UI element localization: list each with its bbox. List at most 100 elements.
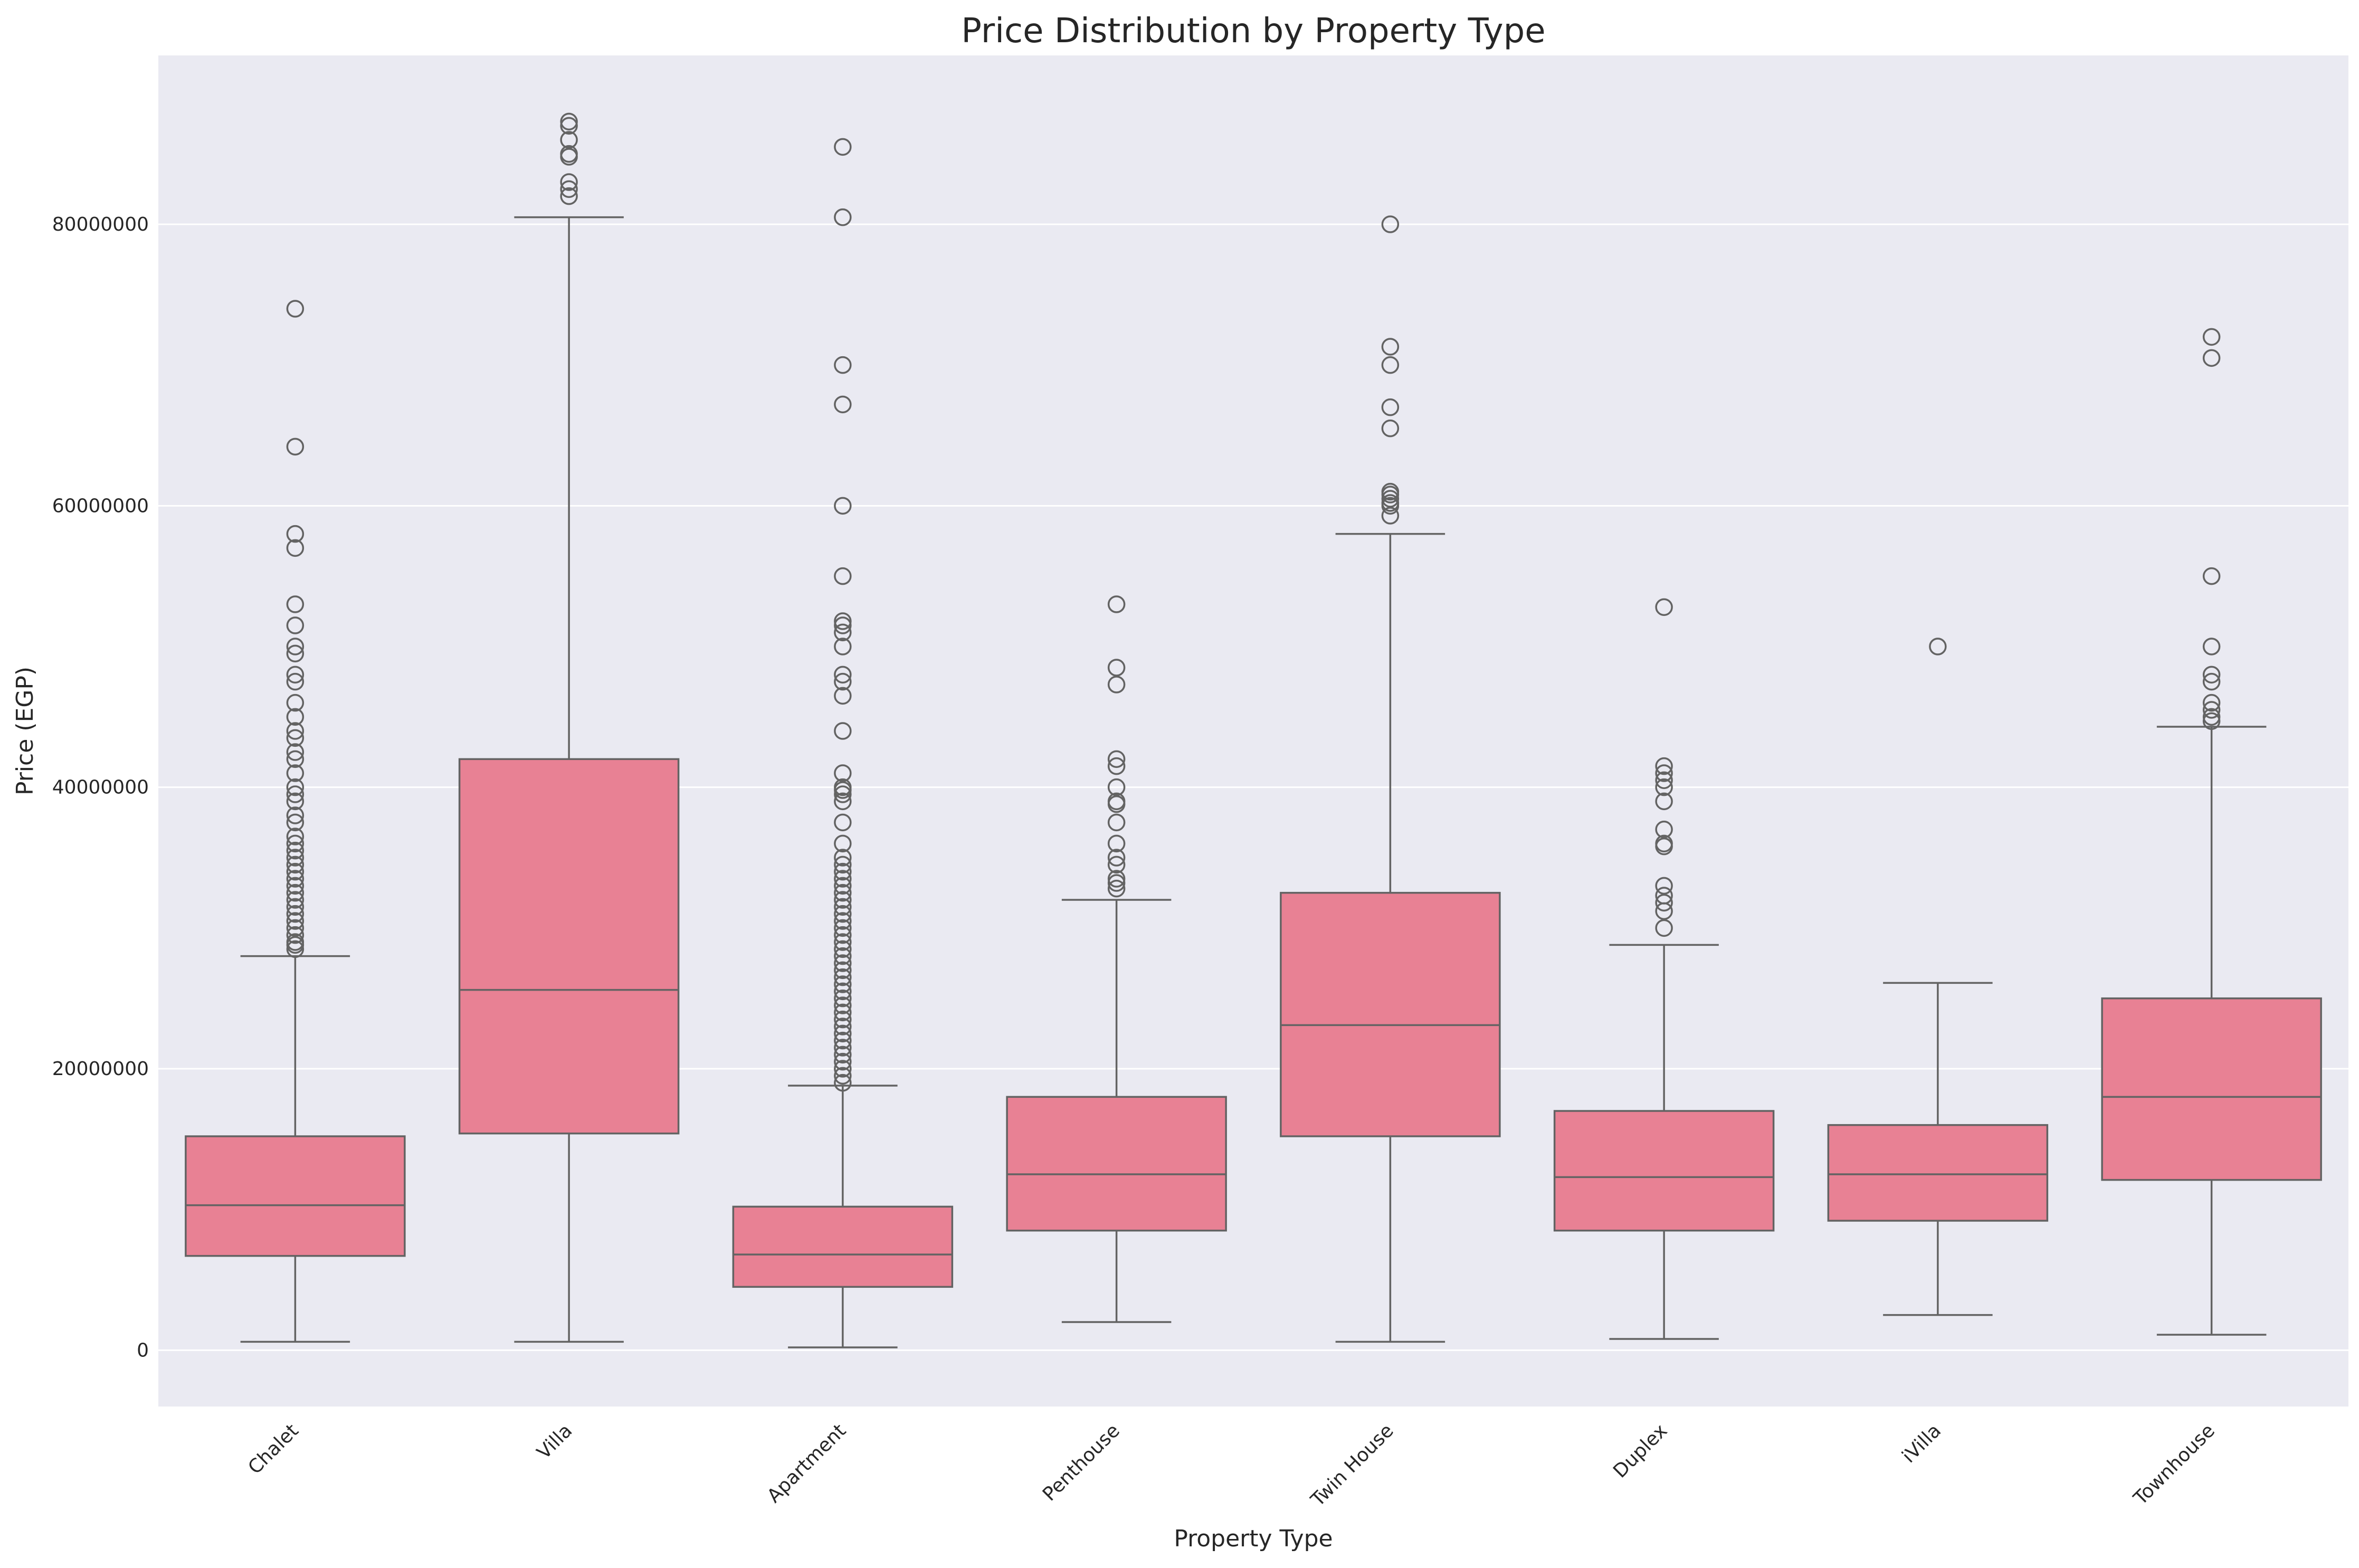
outlier-point [834,612,852,630]
outlier-point [834,567,852,585]
outlier-point [834,1003,852,1022]
outlier-point [1655,598,1673,616]
outlier-point [1107,750,1126,768]
outlier-point [1107,879,1126,898]
x-tick-label: Penthouse [1039,1420,1124,1505]
outlier-point [834,1060,852,1078]
outlier-point [560,112,578,131]
x-tick-label: Villa [533,1420,577,1464]
x-tick-label: Apartment [763,1420,850,1507]
outlier-point [560,131,578,149]
outlier-point [1107,676,1126,693]
outlier-point [286,891,305,909]
outlier-point [286,862,305,881]
outlier-point [1381,419,1400,438]
outlier-point [1381,398,1400,416]
outlier-point [1655,757,1673,775]
outlier-point [2202,567,2221,585]
outlier-point [834,856,852,874]
outlier-point [834,862,852,881]
outlier-point [1655,837,1673,856]
box-group-twin-house [1280,215,1501,1343]
outlier-point [560,173,578,191]
outlier-point [834,208,852,226]
outlier-point [834,1018,852,1035]
outlier-point [560,180,578,198]
outlier-point [834,687,852,705]
outlier-point [834,961,852,980]
outlier-point [1655,902,1673,920]
outlier-point [834,138,852,156]
outlier-point [1381,356,1400,374]
boxes [185,112,2322,1348]
outlier-point [1107,795,1126,813]
outlier-point [286,616,305,634]
y-tick-label: 80000000 [52,214,149,235]
outlier-point [834,1024,852,1043]
y-axis-label: Price (EGP) [12,667,39,795]
outlier-point [286,828,305,845]
outlier-point [286,729,305,747]
box-group-villa [458,112,680,1343]
outlier-point [1107,849,1126,867]
outlier-point [834,1052,852,1071]
outlier-point [286,785,305,803]
y-tick-label: 20000000 [52,1058,149,1080]
outlier-point [1107,874,1126,892]
outlier-point [834,616,852,634]
outlier-point [286,856,305,874]
outlier-point [834,926,852,944]
outlier-point [834,792,852,811]
outlier-point [286,595,305,613]
outlier-point [834,764,852,782]
outlier-point [834,870,852,888]
outlier-point [1929,638,1947,655]
outlier-point [834,1073,852,1092]
outlier-point [286,778,305,796]
outlier-point [286,672,305,691]
outlier-point [1107,856,1126,874]
outlier-point [834,849,852,867]
y-tick-label: 40000000 [52,777,149,799]
box-group-apartment [732,138,954,1348]
outlier-point [834,891,852,909]
x-tick-label: Duplex [1609,1420,1671,1482]
outlier-point [1655,877,1673,895]
iqr-box [458,758,680,1135]
outlier-point [286,525,305,543]
outlier-point [834,1039,852,1057]
outlier-point [2202,693,2221,712]
outlier-point [2202,701,2221,719]
outlier-point [1655,764,1673,782]
iqr-box [732,1205,954,1288]
x-tick-label: Twin House [1307,1420,1398,1511]
outlier-point [1655,771,1673,790]
box-group-chalet [185,300,406,1343]
outlier-point [286,792,305,811]
outlier-point [834,672,852,691]
iqr-box [1006,1096,1227,1232]
outlier-point [286,644,305,663]
outlier-point [2202,712,2221,730]
outlier-point [560,187,578,205]
outlier-point [834,996,852,1014]
iqr-box [185,1135,406,1257]
outlier-point [286,666,305,684]
outlier-point [560,117,578,135]
chart-title: Price Distribution by Property Type [961,12,1545,51]
box-group-penthouse [1006,595,1227,1323]
outlier-point [286,834,305,853]
box-group-ivilla [1827,638,2049,1316]
outlier-point [1381,338,1400,356]
outlier-point [286,750,305,768]
outlier-point [560,148,578,166]
outlier-point [286,743,305,761]
outlier-point [834,940,852,958]
outlier-point [834,947,852,965]
outlier-point [834,905,852,923]
x-tick-label: Chalet [244,1420,303,1478]
iqr-box [2101,997,2322,1181]
outlier-point [1107,778,1126,796]
outlier-point [286,539,305,557]
